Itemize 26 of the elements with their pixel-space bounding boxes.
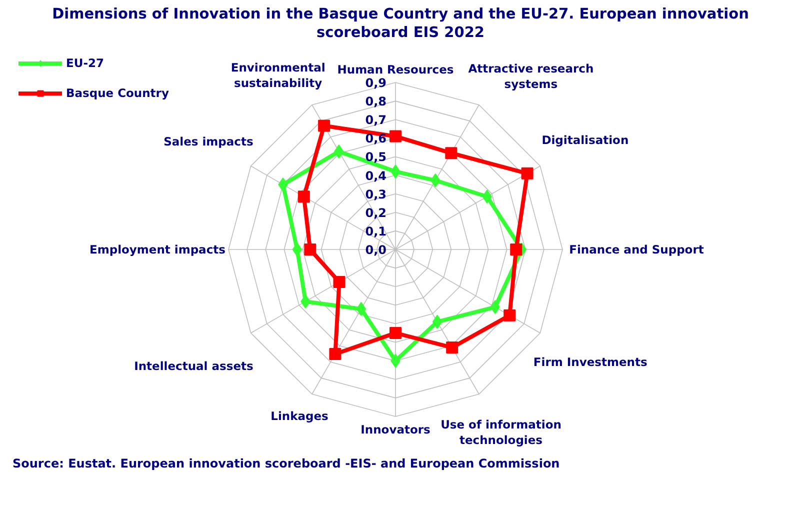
y-tick-label: 0,2 — [365, 206, 387, 220]
spoke-label: Employment impacts — [90, 242, 226, 256]
spoke-label: Human Resources — [337, 62, 454, 76]
spoke-label: Finance and Support — [569, 242, 704, 256]
y-tick-label: 0,7 — [365, 113, 387, 128]
spoke-label: Linkages — [270, 408, 329, 423]
spoke-label: Digitalisation — [542, 133, 629, 147]
chart-title: Dimensions of Innovation in the Basque Country and the EU-27. European innovation scoreboard EIS 2022 — [52, 6, 749, 41]
spoke-label: Environmental sustainability — [230, 60, 326, 90]
spoke-label: Intellectual assets — [134, 359, 254, 373]
legend-label: EU-27 — [66, 56, 104, 70]
y-tick-label: 0,8 — [365, 94, 387, 109]
spoke-label: Use of information technologies — [440, 418, 562, 447]
y-tick-label: 0,1 — [365, 224, 387, 238]
spoke-label: Innovators — [360, 422, 431, 436]
y-tick-label: 0,6 — [365, 132, 387, 146]
spoke-label: Sales impacts — [164, 134, 254, 148]
y-tick-label: 0,0 — [365, 243, 387, 257]
y-tick-label: 0,5 — [365, 150, 387, 164]
y-tick-label: 0,3 — [365, 187, 387, 202]
y-tick-label: 0,9 — [365, 76, 387, 90]
spoke-label: Firm Investments — [533, 355, 648, 369]
y-tick-label: 0,4 — [365, 168, 387, 183]
spoke-label: Attractive research systems — [468, 61, 594, 91]
source-note: Source: Eustat. European innovation scoreboard -EIS- and European Commission — [12, 456, 560, 470]
legend-label: Basque Country — [66, 86, 169, 100]
